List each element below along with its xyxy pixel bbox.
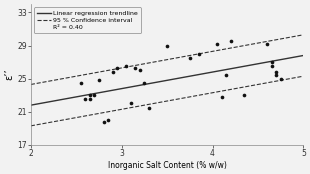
Point [87,94,92,97]
Point [219,96,224,98]
Legend: Linear regression trendline, 95 % Confidence interval, R² = 0.40: Linear regression trendline, 95 % Confid… [34,7,141,33]
Point [242,94,247,97]
Point [264,42,269,45]
Point [278,77,283,80]
Point [101,120,106,123]
Point [165,44,170,47]
Point [124,65,129,68]
Point [137,69,142,72]
Point [115,66,120,69]
Y-axis label: ε’’: ε’’ [4,69,14,80]
Point [110,71,115,73]
Point [215,42,219,45]
Point [224,73,229,76]
Point [106,119,111,121]
Point [78,81,83,84]
Point [83,98,88,101]
Point [133,66,138,69]
Point [147,106,152,109]
Point [87,98,92,101]
Point [96,79,101,82]
Point [269,65,274,68]
Point [228,40,233,43]
X-axis label: Inorganic Salt Content (% w/w): Inorganic Salt Content (% w/w) [108,161,227,170]
Point [274,73,279,76]
Point [92,94,97,97]
Point [197,52,202,55]
Point [274,71,279,73]
Point [269,61,274,64]
Point [142,81,147,84]
Point [187,57,192,59]
Point [128,102,133,105]
